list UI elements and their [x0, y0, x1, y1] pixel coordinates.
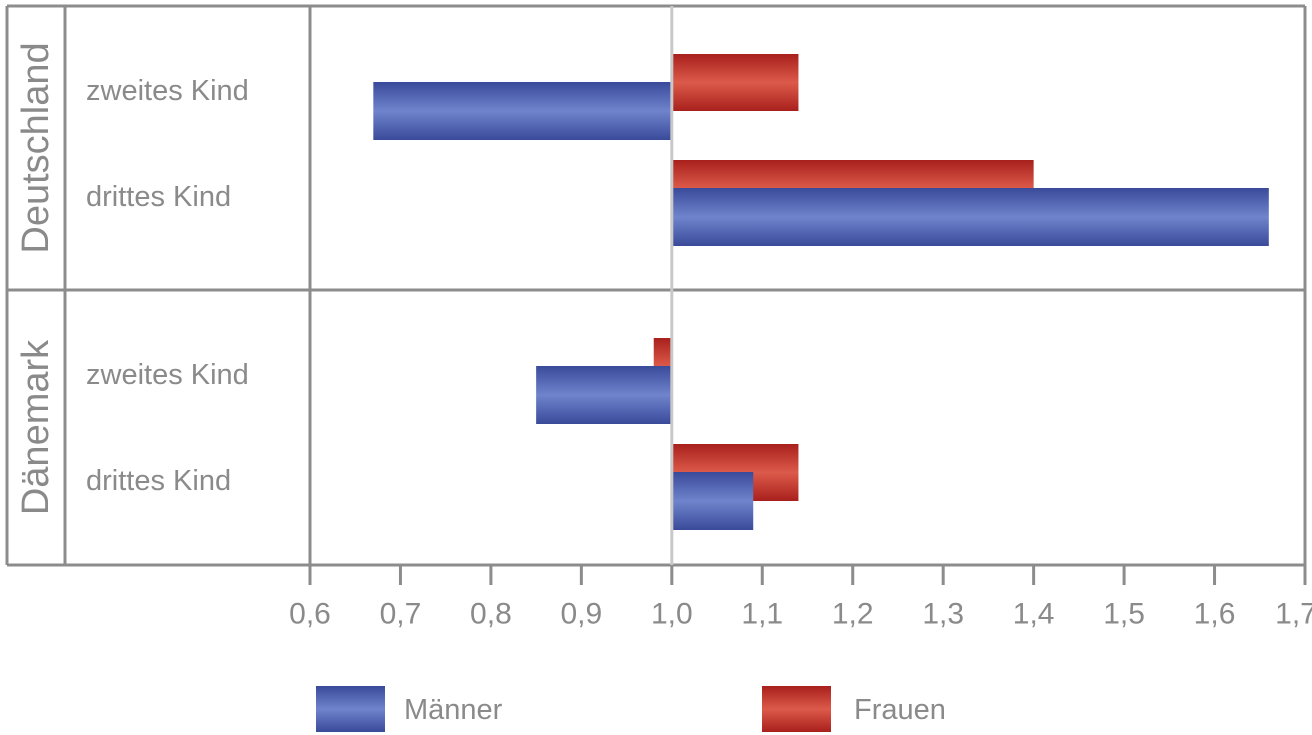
- category-label: zweites Kind: [86, 359, 249, 391]
- x-tick-label: 1,6: [1194, 598, 1236, 631]
- x-tick-label: 1,7: [1275, 598, 1312, 631]
- group-label-deutschland: Deutschland: [15, 42, 57, 253]
- legend-label-frauen: Frauen: [854, 694, 946, 726]
- x-tick-label: 1,4: [1013, 598, 1055, 631]
- category-labels: zweites Kind drittes Kind zweites Kind drit…: [86, 75, 249, 497]
- bar-daenemark-zweites-kind-maenner: [536, 366, 672, 424]
- x-tick-label: 0,9: [561, 598, 603, 631]
- x-tick-label: 0,7: [380, 598, 422, 631]
- x-tick-label: 1,1: [741, 598, 783, 631]
- bars: [373, 54, 1269, 530]
- x-tick-label: 0,6: [289, 598, 331, 631]
- x-tick-label: 1,5: [1103, 598, 1145, 631]
- legend-swatch-frauen: [762, 686, 831, 732]
- category-label: zweites Kind: [86, 75, 249, 107]
- chart-frame: [5, 4, 1307, 567]
- category-label: drittes Kind: [86, 465, 231, 497]
- x-tick-label: 1,2: [832, 598, 874, 631]
- bar-deutschland-drittes-kind-maenner: [671, 188, 1269, 246]
- category-label: drittes Kind: [86, 181, 231, 213]
- legend-label-maenner: Männer: [404, 694, 503, 726]
- legend-swatch-maenner: [316, 686, 385, 732]
- group-label-daenemark: Dänemark: [15, 339, 57, 515]
- legend: Männer Frauen: [316, 686, 946, 732]
- x-tick-label: 0,8: [470, 598, 512, 631]
- group-labels: Deutschland Dänemark: [15, 42, 57, 515]
- x-tick-label: 1,3: [922, 598, 964, 631]
- bar-daenemark-drittes-kind-maenner: [671, 472, 754, 530]
- x-tick-label: 1,0: [651, 598, 693, 631]
- x-axis-ticks: 0,6 0,7 0,8 0,9 1,0 1,1 1,2 1,3 1,4 1,5 1,6 1,7: [289, 565, 1312, 631]
- bar-deutschland-zweites-kind-maenner: [373, 82, 672, 140]
- bar-deutschland-zweites-kind-frauen: [671, 54, 799, 111]
